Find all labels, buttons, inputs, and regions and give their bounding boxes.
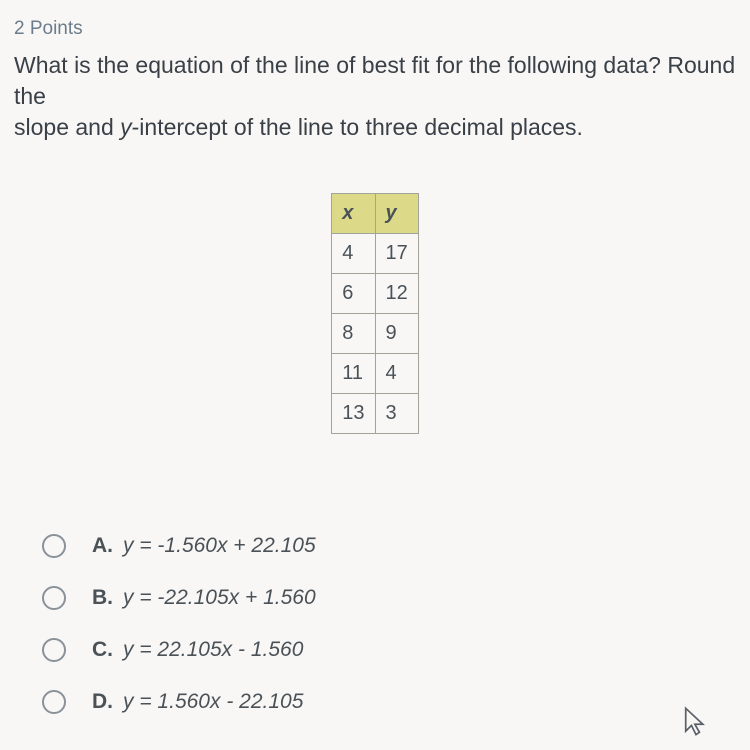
answer-equation-c: y = 22.105x - 1.560	[123, 638, 303, 662]
question-line2-italic: y	[120, 114, 132, 140]
table-header-y: y	[375, 194, 418, 234]
table-row: 6 12	[332, 274, 419, 314]
table-cell-x: 6	[332, 274, 375, 314]
table-wrapper: x y 4 17 6 12 8 9 11 4	[14, 193, 736, 434]
answer-label-d: D.	[92, 690, 113, 714]
radio-icon	[42, 534, 66, 558]
question-line2-suffix: -intercept of the line to three decimal …	[132, 114, 583, 140]
question-container: 2 Points What is the equation of the lin…	[0, 0, 750, 750]
question-line1: What is the equation of the line of best…	[14, 52, 735, 109]
answer-equation-d: y = 1.560x - 22.105	[123, 690, 303, 714]
data-table: x y 4 17 6 12 8 9 11 4	[331, 193, 419, 434]
table-cell-x: 13	[332, 394, 375, 434]
answer-label-c: C.	[92, 638, 113, 662]
table-cell-y: 3	[375, 394, 418, 434]
answer-option-d[interactable]: D. y = 1.560x - 22.105	[42, 690, 736, 714]
question-line2-prefix: slope and	[14, 114, 120, 140]
table-cell-y: 17	[375, 234, 418, 274]
table-cell-y: 9	[375, 314, 418, 354]
points-label: 2 Points	[14, 18, 736, 40]
answer-equation-a: y = -1.560x + 22.105	[123, 534, 316, 558]
answer-label-a: A.	[92, 534, 113, 558]
table-header-x: x	[332, 194, 375, 234]
answers-list: A. y = -1.560x + 22.105 B. y = -22.105x …	[14, 534, 736, 714]
answer-option-a[interactable]: A. y = -1.560x + 22.105	[42, 534, 736, 558]
table-row: 8 9	[332, 314, 419, 354]
radio-icon	[42, 690, 66, 714]
table-cell-y: 12	[375, 274, 418, 314]
answer-option-c[interactable]: C. y = 22.105x - 1.560	[42, 638, 736, 662]
table-header-row: x y	[332, 194, 419, 234]
table-row: 4 17	[332, 234, 419, 274]
question-text: What is the equation of the line of best…	[14, 50, 736, 143]
table-cell-x: 11	[332, 354, 375, 394]
answer-label-b: B.	[92, 586, 113, 610]
cursor-icon	[682, 706, 710, 738]
table-cell-x: 4	[332, 234, 375, 274]
table-row: 11 4	[332, 354, 419, 394]
table-cell-x: 8	[332, 314, 375, 354]
table-cell-y: 4	[375, 354, 418, 394]
table-row: 13 3	[332, 394, 419, 434]
answer-option-b[interactable]: B. y = -22.105x + 1.560	[42, 586, 736, 610]
answer-equation-b: y = -22.105x + 1.560	[123, 586, 316, 610]
radio-icon	[42, 586, 66, 610]
radio-icon	[42, 638, 66, 662]
